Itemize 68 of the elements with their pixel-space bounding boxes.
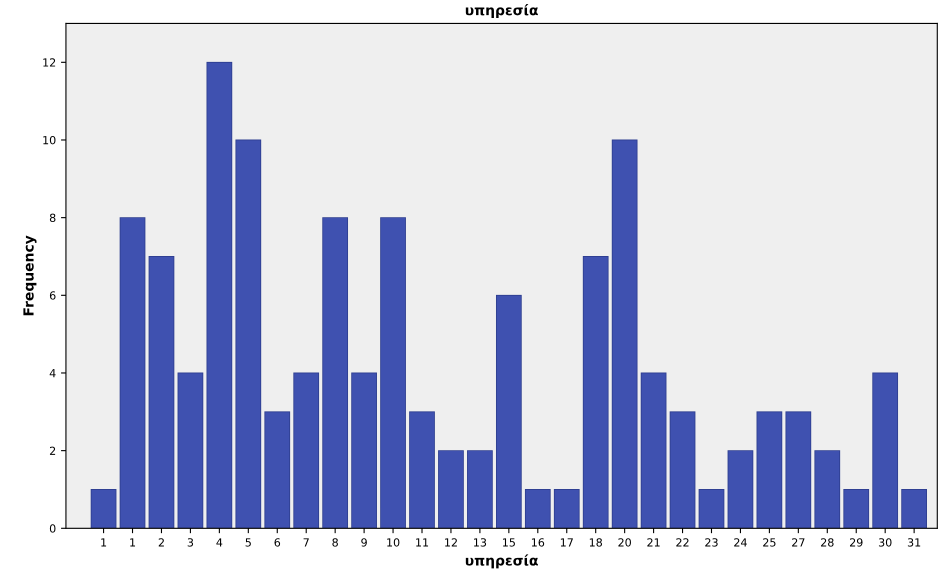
y-tick-label: 8 [50, 214, 56, 222]
x-tick-label: 17 [560, 538, 573, 546]
x-tick-label: 12 [445, 538, 457, 546]
x-tick-label: 23 [705, 538, 718, 547]
bar [728, 450, 754, 528]
bar [640, 372, 666, 528]
y-tick-label: 0 [50, 524, 56, 533]
bar [438, 450, 464, 528]
x-tick-label: 7 [304, 538, 309, 546]
x-tick-label: 1 [101, 538, 106, 546]
bar [872, 372, 898, 528]
y-tick-label: 4 [50, 369, 56, 378]
x-tick-label: 31 [908, 538, 920, 547]
x-tick-label: 18 [590, 538, 602, 547]
bar [293, 372, 320, 528]
x-tick-label: 11 [416, 538, 428, 546]
x-tick-label: 25 [763, 538, 776, 547]
x-tick-label: 10 [387, 538, 400, 547]
y-tick-label: 12 [43, 58, 56, 67]
bar [843, 489, 870, 528]
x-tick-label: 8 [332, 538, 338, 547]
bar [178, 372, 204, 528]
bar [554, 489, 580, 528]
bar [814, 450, 840, 528]
x-tick-label: 24 [734, 538, 747, 546]
x-tick-label: 13 [474, 538, 486, 547]
bar [264, 411, 290, 528]
x-tick-label: 15 [503, 538, 515, 547]
bar [756, 411, 782, 528]
x-tick-label: 30 [878, 538, 892, 547]
x-tick-label: 1 [130, 538, 136, 546]
bar [409, 411, 435, 528]
x-tick-label: 20 [618, 538, 631, 547]
x-tick-label: 2 [158, 538, 164, 546]
bar [235, 140, 262, 528]
x-tick-label: 27 [792, 538, 804, 546]
x-tick-label: 21 [647, 538, 660, 546]
bar [206, 62, 232, 528]
bar [901, 489, 927, 528]
bar [467, 450, 493, 528]
y-tick-label: 2 [50, 446, 56, 455]
chart-title: υπηρεσία [466, 4, 538, 18]
bar [496, 294, 522, 528]
y-tick-label: 10 [43, 136, 56, 144]
bar [524, 489, 551, 528]
x-tick-label: 3 [188, 538, 194, 547]
y-axis-title: Frequency [23, 235, 37, 316]
x-tick-label: 4 [216, 538, 222, 546]
x-tick-label: 9 [361, 538, 367, 547]
bar [698, 489, 724, 528]
y-tick-label: 6 [50, 291, 56, 300]
x-axis-title: υπηρεσία [466, 554, 538, 568]
x-tick-label: 5 [246, 538, 251, 547]
x-tick-label: 16 [532, 538, 544, 547]
x-tick-label: 28 [821, 538, 834, 547]
bar [148, 256, 174, 528]
bar [785, 411, 812, 528]
bar [351, 372, 377, 528]
bar [612, 140, 638, 528]
x-tick-label: 22 [676, 538, 688, 546]
bar [90, 489, 116, 528]
bar [322, 217, 348, 528]
x-tick-label: 6 [274, 538, 280, 547]
bar [120, 217, 146, 528]
bar [670, 411, 696, 528]
bar [380, 217, 406, 528]
x-tick-label: 29 [850, 538, 863, 547]
bar [582, 256, 609, 528]
